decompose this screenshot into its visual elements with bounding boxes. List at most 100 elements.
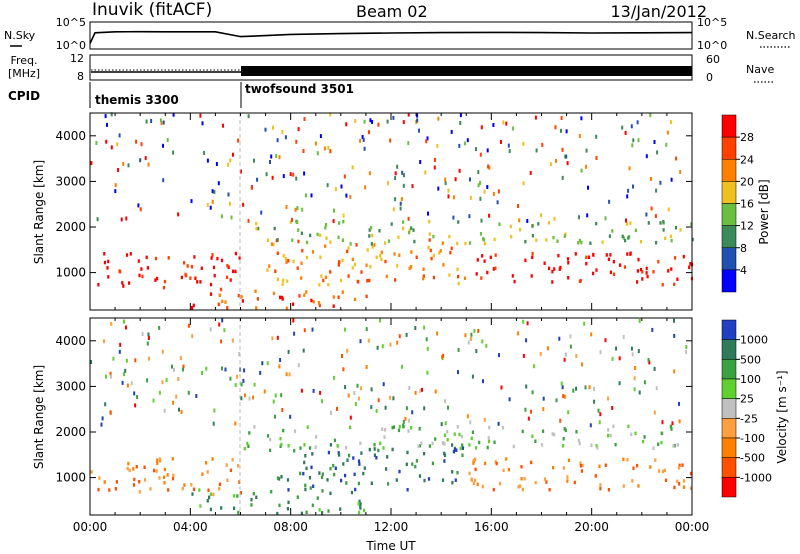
- echo-cell: [580, 469, 583, 473]
- echo-cell-sparse: [561, 175, 564, 180]
- colorbar-tick-label: -25: [740, 412, 758, 425]
- echo-cell: [211, 457, 214, 461]
- echo-cell: [480, 276, 483, 280]
- echo-cell: [357, 459, 361, 463]
- echo-cell-sparse: [517, 204, 520, 208]
- echo-cell: [487, 439, 491, 444]
- echo-cell: [240, 295, 243, 299]
- echo-cell-sparse: [418, 128, 420, 133]
- echo-cell-sparse: [177, 212, 180, 217]
- echo-cell: [652, 446, 655, 451]
- echo-cell-sparse: [381, 344, 384, 349]
- y-tick-label: 1000: [55, 266, 86, 280]
- echo-cell: [498, 222, 501, 226]
- echo-cell-sparse: [637, 138, 640, 143]
- echo-cell-sparse: [278, 155, 281, 160]
- echo-cell-sparse: [628, 166, 631, 171]
- echo-cell-sparse: [232, 152, 234, 157]
- echo-cell: [428, 444, 431, 448]
- echo-cell: [418, 474, 422, 478]
- echo-cell: [115, 480, 118, 484]
- echo-cell: [269, 448, 272, 453]
- velocity-ylabel: Slant Range [km]: [32, 365, 46, 469]
- echo-cell-sparse: [555, 158, 557, 163]
- echo-cell-sparse: [604, 216, 607, 221]
- echo-cell-sparse: [661, 420, 664, 425]
- x-tick-label: 12:00: [374, 520, 409, 534]
- echo-cell: [237, 293, 240, 298]
- echo-cell-sparse: [678, 401, 680, 406]
- echo-cell: [138, 273, 141, 278]
- echo-cell: [106, 266, 109, 270]
- cpid-label: CPID: [8, 89, 40, 103]
- echo-cell-sparse: [136, 395, 139, 399]
- echo-cell: [237, 510, 240, 515]
- echo-cell-sparse: [191, 334, 194, 339]
- echo-cell: [622, 484, 625, 488]
- x-tick-label: 04:00: [173, 520, 208, 534]
- echo-cell-sparse: [297, 127, 300, 132]
- y-tick-label: 2000: [55, 220, 86, 234]
- echo-cell: [338, 221, 341, 225]
- echo-cell: [180, 275, 183, 280]
- echo-cell: [371, 233, 374, 238]
- echo-cell-sparse: [274, 393, 277, 398]
- echo-cell: [608, 234, 611, 238]
- echo-cell: [206, 499, 209, 503]
- echo-cell: [670, 238, 673, 243]
- echo-cell-sparse: [611, 356, 614, 361]
- echo-cell-sparse: [488, 213, 491, 218]
- echo-cell-sparse: [497, 421, 500, 426]
- echo-cell-sparse: [109, 410, 112, 415]
- echo-cell: [660, 431, 663, 436]
- echo-cell-sparse: [179, 356, 182, 361]
- echo-cell: [461, 446, 464, 450]
- echo-cell-sparse: [288, 372, 291, 377]
- echo-cell-sparse: [549, 162, 552, 167]
- echo-cell: [373, 243, 376, 247]
- echo-cell-sparse: [386, 119, 389, 124]
- echo-cell-sparse: [655, 386, 658, 391]
- echo-cell-sparse: [423, 406, 426, 411]
- colorbar-swatch: [721, 159, 737, 182]
- echo-cell: [574, 252, 577, 256]
- echo-cell-sparse: [227, 192, 230, 197]
- echo-cell: [689, 471, 693, 476]
- echo-cell-sparse: [229, 376, 232, 381]
- nave-tick-top: 60: [706, 53, 720, 66]
- echo-cell: [255, 221, 258, 226]
- echo-cell-sparse: [678, 419, 681, 424]
- echo-cell: [143, 465, 146, 469]
- echo-cell: [442, 263, 445, 267]
- echo-cell: [270, 242, 274, 246]
- echo-cell: [339, 507, 342, 511]
- echo-cell-sparse: [247, 218, 250, 223]
- noise-left-tick-top: 10^5: [56, 16, 86, 29]
- echo-cell-sparse: [394, 197, 397, 202]
- echo-cell: [492, 487, 495, 492]
- echo-cell: [220, 258, 224, 263]
- echo-cell: [558, 267, 561, 271]
- echo-cell: [171, 457, 174, 461]
- echo-cell: [156, 458, 159, 463]
- echo-cell-sparse: [425, 139, 428, 144]
- echo-cell: [691, 237, 694, 242]
- echo-cell-sparse: [340, 184, 343, 189]
- echo-cell: [319, 233, 322, 237]
- echo-cell-sparse: [473, 328, 476, 333]
- echo-cell: [481, 254, 484, 258]
- echo-cell: [654, 458, 657, 462]
- echo-cell: [318, 303, 321, 308]
- echo-cell: [238, 256, 241, 260]
- echo-cell: [657, 259, 660, 264]
- echo-cell: [289, 220, 292, 224]
- echo-cell-sparse: [479, 152, 482, 157]
- echo-cell-sparse: [541, 142, 544, 147]
- echo-cell-sparse: [632, 184, 634, 189]
- echo-cell-sparse: [250, 185, 253, 190]
- echo-cell: [470, 477, 473, 481]
- echo-cell-sparse: [389, 395, 392, 400]
- echo-cell: [333, 472, 336, 477]
- velocity-colorbar: 1000 500 100 25 -25 -100 -500 -1000: [721, 319, 772, 498]
- echo-cell: [213, 273, 216, 278]
